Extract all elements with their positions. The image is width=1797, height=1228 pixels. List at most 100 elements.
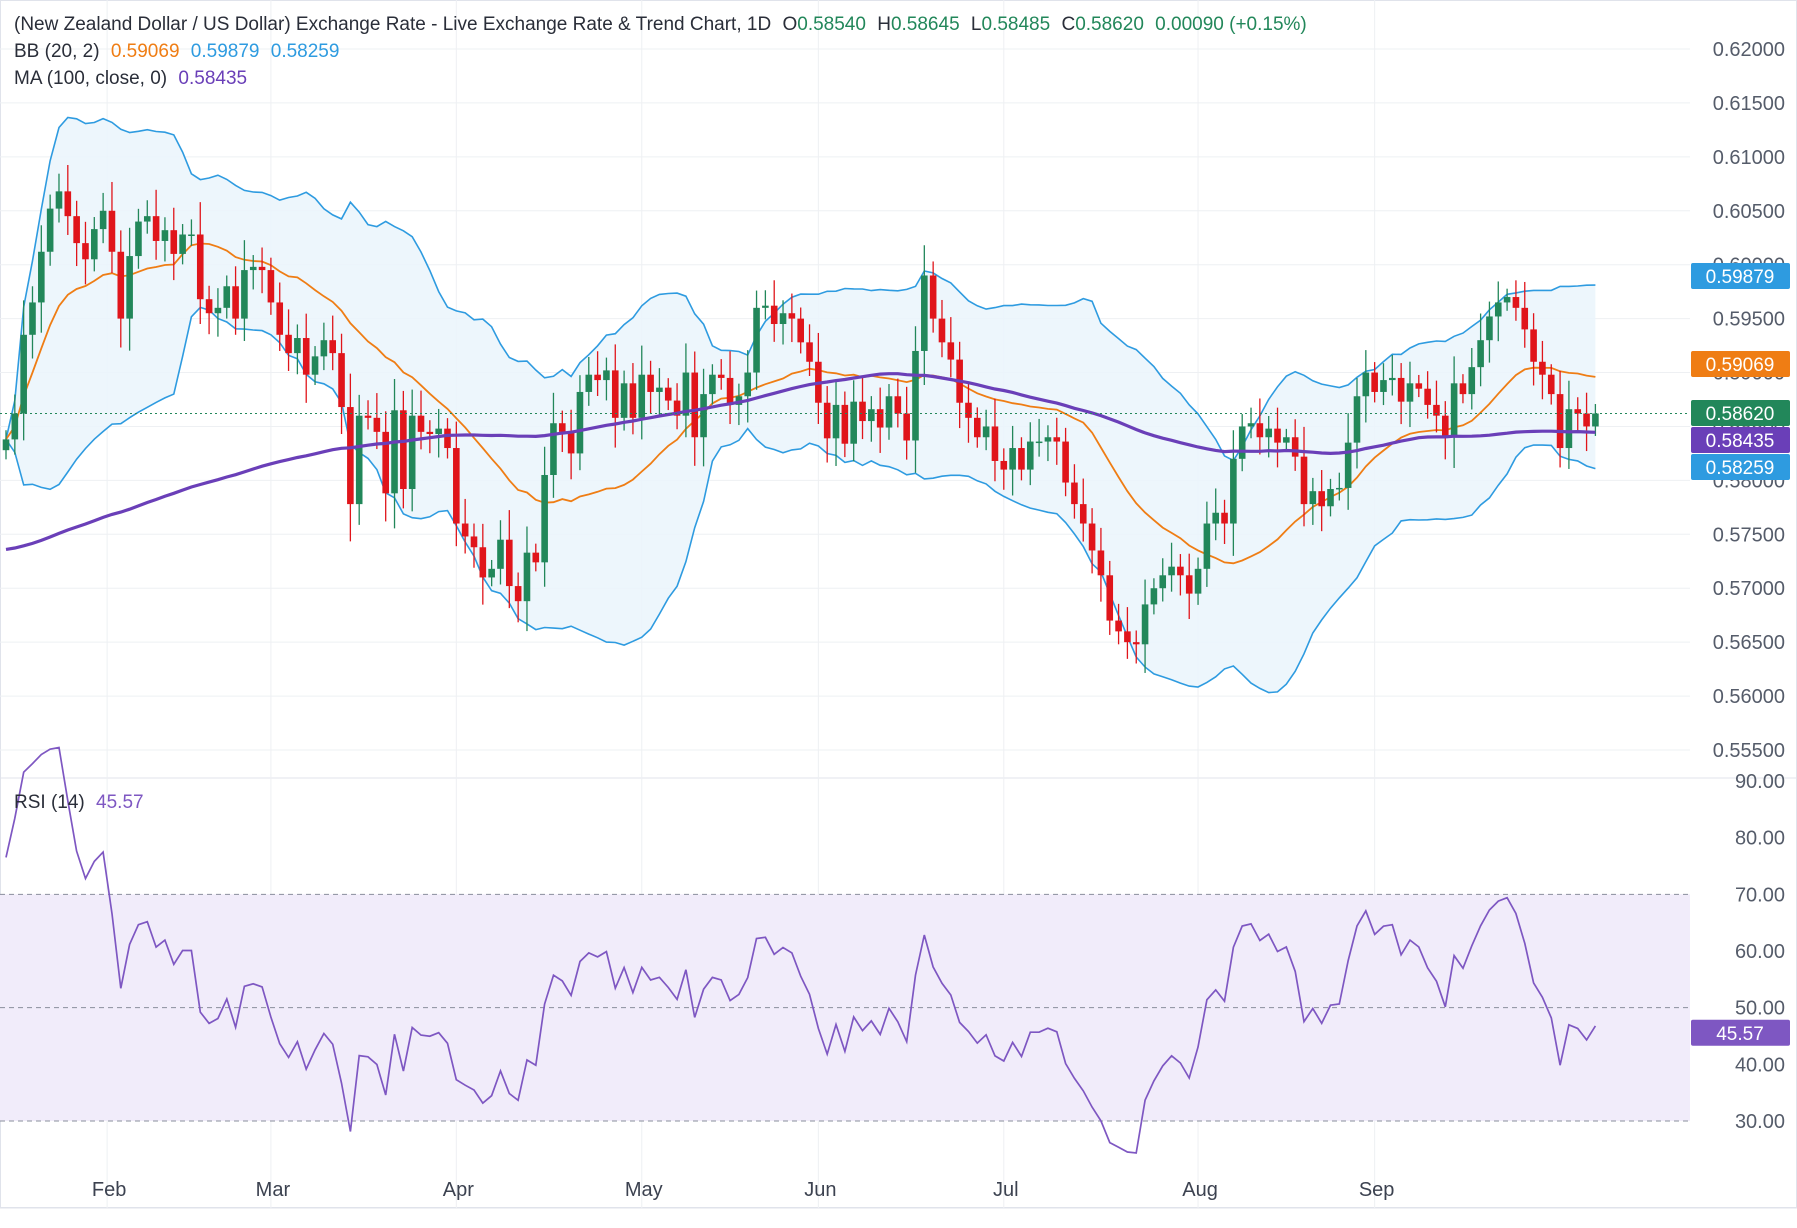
candle-body [188,234,195,236]
candle-body [276,302,284,335]
low-label: L [970,14,982,35]
x-tick-label: Jun [804,1179,836,1201]
candle-body [1583,413,1590,427]
bb-upper-line [5,116,1596,462]
price-axis-label-bg [1691,454,1790,480]
candle-body [1327,489,1334,507]
candle-body [364,415,372,418]
price-axis-label-bg [1691,263,1790,289]
candle-body [38,251,45,303]
candle-body [82,243,89,260]
candle-body [876,409,884,428]
candle-body [523,552,531,602]
candle-body [373,417,381,432]
candle-body [1539,361,1546,375]
candle-body [1035,441,1043,444]
candle-body [1026,441,1034,470]
bb-label: BB (20, 2) [14,41,100,62]
candle-body [709,374,716,395]
candle-body [461,523,469,537]
candle-body [285,334,292,354]
candle-body [576,391,584,454]
candle-body [1556,394,1564,449]
candle-body [921,275,928,351]
candle-body [338,353,345,408]
candle-body [400,410,407,490]
bb-lower-line [5,306,1596,694]
candle-body [603,370,610,381]
change-value: 0.00090 (+0.15%) [1155,14,1307,35]
candle-body [850,401,857,444]
price-axis-label: 0.58620 [1706,404,1775,425]
bb-lower-value: 0.58259 [270,41,340,62]
price-tick-label: 0.57500 [1713,524,1785,546]
candle-body [1362,372,1370,397]
close-label: C [1061,14,1076,35]
ma-label: MA (100, close, 0) [14,68,168,89]
candle-body [506,539,513,587]
candle-body [1150,588,1158,605]
candle-body [1283,437,1290,443]
candle-body [1238,426,1246,459]
candle-body [20,334,27,414]
candle-body [1088,523,1096,551]
bb-fill [6,117,1596,693]
candle-body [179,234,186,254]
candle-body [444,428,451,449]
price-tick-label: 0.55500 [1713,740,1785,762]
price-tick-label: 0.61000 [1713,147,1785,169]
candle-body [1009,448,1016,470]
candle-body [797,318,804,343]
candle-body [700,394,707,438]
candle-body [267,270,275,303]
candle-body [1185,575,1193,594]
candle-body [726,377,734,405]
candle-body [311,356,319,375]
candle-body [550,423,557,475]
candle-body [974,417,981,438]
candle-body [1053,437,1061,442]
candle-body [1044,437,1052,442]
ma-legend: MA (100, close, 0) 0.58435 [14,68,253,90]
candle-body [1256,423,1264,438]
rsi-axis-label-bg [1691,1019,1790,1046]
candle-body [435,428,442,435]
rsi-tick-label: 70.00 [1735,884,1785,906]
candle-body [788,313,796,319]
candle-body [1247,423,1255,427]
candle-body [1494,302,1502,317]
candle-body [859,401,866,422]
candle-body [11,413,19,440]
candle-body [1309,491,1317,505]
candle-body [1521,307,1529,330]
candle-body [1230,458,1237,524]
candle-body [170,230,178,254]
candle-body [1424,388,1431,405]
price-axis-label-bg [1691,427,1790,453]
rsi-tick-label: 30.00 [1735,1111,1785,1133]
candle-body [1397,377,1405,402]
candle-body [55,191,63,209]
candle-body [947,342,955,360]
candle-body [1344,442,1352,488]
candle-body [1106,575,1114,621]
candle-body [885,396,893,428]
candle-body [1212,512,1220,524]
candle-body [532,552,540,563]
candle-body [1592,413,1599,427]
ma-value: 0.58435 [178,68,248,89]
price-tick-label: 0.56500 [1713,632,1785,654]
candle-body [1141,604,1149,645]
rsi-tick-label: 60.00 [1735,941,1785,963]
candle-body [929,275,937,319]
bb-legend: BB (20, 2) 0.59069 0.59879 0.58259 [14,41,345,63]
candle-body [894,396,902,414]
candle-body [408,415,416,490]
candle-body [965,402,972,418]
candle-body [656,387,663,392]
candle-body [223,286,231,308]
candle-body [832,404,840,439]
candle-body [594,374,601,381]
candle-body [1274,428,1281,443]
candle-body [1450,383,1458,438]
